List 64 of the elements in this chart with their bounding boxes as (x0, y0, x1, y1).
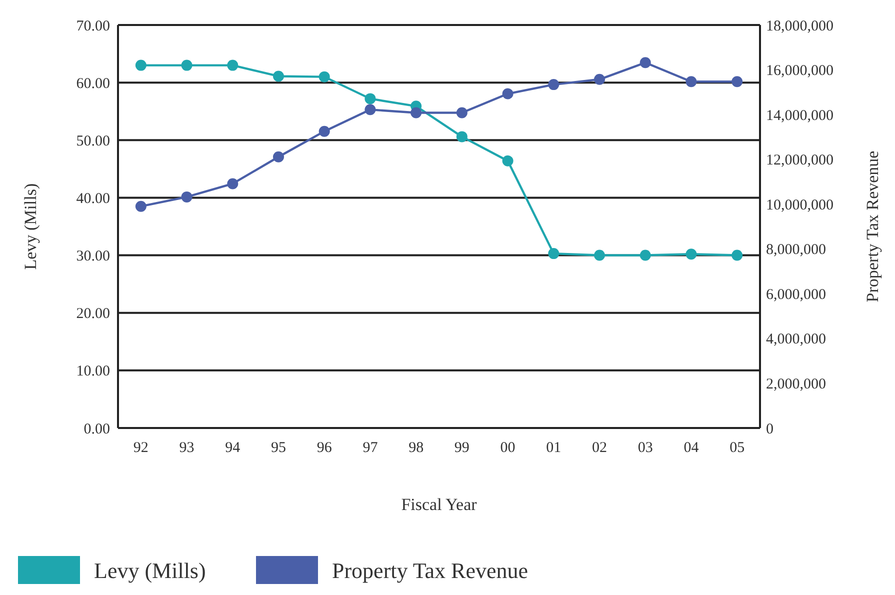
y2-tick-label: 4,000,000 (766, 332, 826, 348)
y2-tick-label: 12,000,000 (766, 152, 834, 169)
point (732, 250, 743, 261)
x-tick-label: 04 (684, 440, 700, 456)
x-tick-label: 99 (454, 440, 470, 456)
y2-tick-label: 6,000,000 (766, 286, 826, 303)
legend-label: Levy (Mills) (94, 558, 206, 583)
legend-label: Property Tax Revenue (332, 558, 528, 583)
point (135, 60, 146, 71)
point (456, 131, 468, 142)
y-tick-label: 20.00 (76, 306, 110, 322)
x-tick-label: 02 (592, 440, 607, 456)
point (686, 76, 697, 88)
y-tick-label: 0.00 (84, 421, 110, 438)
y-tick-label: 30.00 (76, 248, 110, 265)
point (456, 107, 468, 118)
point (548, 79, 560, 90)
y2-tick-label: 16,000,000 (766, 63, 834, 80)
point (181, 191, 192, 202)
x-axis-title: Fiscal Year (401, 495, 478, 514)
x-tick-label: 03 (638, 440, 653, 456)
point (364, 104, 376, 116)
point (548, 248, 560, 260)
y2-tick-label: 10,000,000 (766, 197, 834, 214)
y-tick-label: 50.00 (76, 133, 110, 150)
y-tick-label: 40.00 (76, 190, 110, 207)
point (594, 250, 605, 261)
x-tick-label: 01 (546, 440, 562, 456)
point (273, 151, 284, 162)
x-tick-label: 94 (225, 440, 241, 456)
point (502, 155, 514, 166)
y-tick-label: 10.00 (76, 364, 110, 380)
point (135, 200, 146, 212)
point (227, 60, 238, 71)
x-tick-label: 00 (500, 440, 516, 456)
y-tick-label: 60.00 (76, 76, 110, 92)
y-tick-label: 70.00 (76, 18, 110, 34)
y2-tick-label: 2,000,000 (766, 376, 826, 392)
point (732, 76, 743, 88)
y2-tick-label: 8,000,000 (766, 242, 826, 258)
point (181, 60, 192, 71)
x-tick-label: 98 (408, 440, 424, 456)
x-tick-label: 96 (316, 440, 332, 456)
point (318, 126, 330, 137)
x-tick-label: 93 (179, 440, 194, 456)
y2-tick-label: 14,000,000 (766, 108, 834, 124)
x-tick-label: 92 (133, 440, 148, 456)
point (364, 93, 376, 104)
y2-tick-label: 0 (766, 421, 774, 438)
y2-tick-label: 18,000,000 (766, 18, 834, 34)
point (640, 57, 651, 68)
x-tick-label: 05 (730, 440, 745, 456)
x-tick-label: 97 (362, 440, 378, 456)
x-tick-label: 95 (271, 440, 286, 456)
point (410, 107, 422, 118)
point (273, 70, 284, 82)
point (318, 71, 330, 82)
y2-axis-title: Property Tax Revenue (863, 150, 882, 302)
point (227, 178, 238, 190)
point (502, 88, 514, 100)
point (686, 248, 697, 260)
y-axis-title: Levy (Mills) (21, 183, 40, 270)
point (640, 250, 651, 261)
point (594, 74, 605, 85)
